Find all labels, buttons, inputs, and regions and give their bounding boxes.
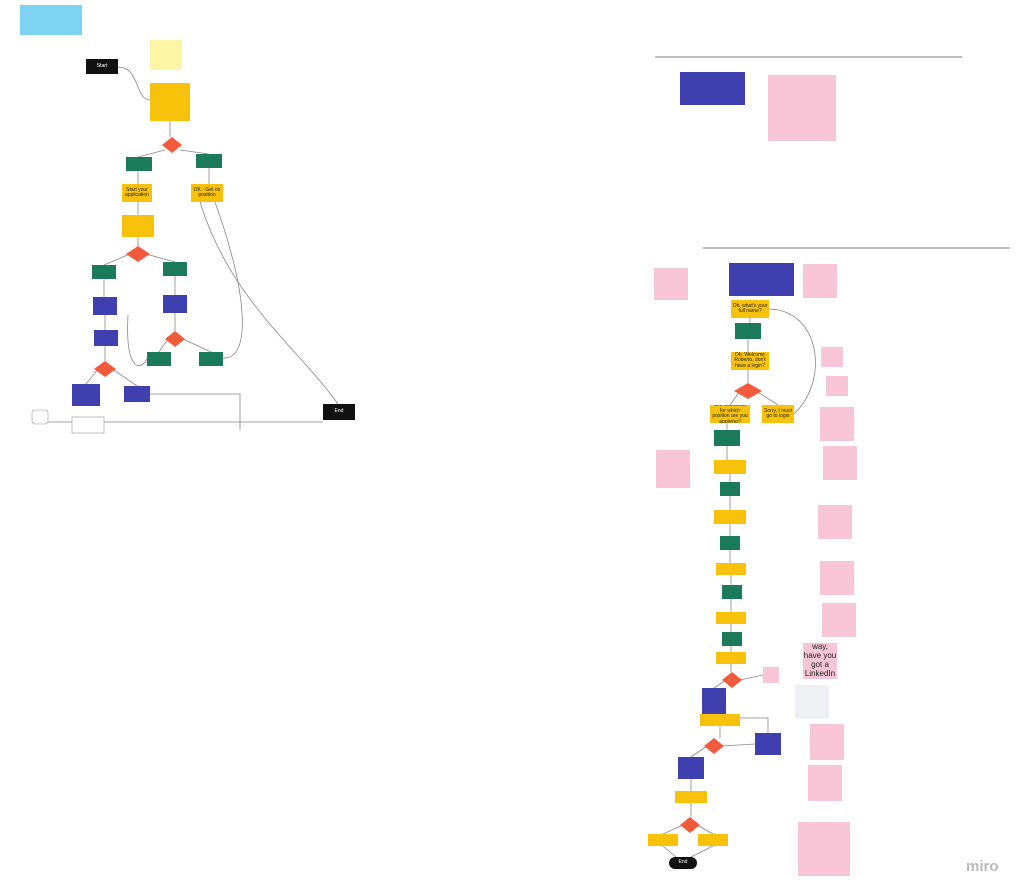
end-node: End: [669, 857, 697, 869]
process-node: Oh, what's your full name?: [731, 300, 769, 318]
brand-logo: miro: [966, 858, 999, 875]
shapes: [20, 5, 857, 876]
process-node: Oh, Welcome, for which position are you …: [710, 405, 750, 423]
process-node: Start your application: [122, 184, 152, 202]
connectors: [40, 56, 1010, 859]
start-node: Start: [86, 59, 118, 74]
end-node: End: [323, 404, 355, 420]
process-node: Sorry, I must go to login: [762, 405, 794, 423]
process-node: OK - Get no position: [191, 184, 223, 202]
process-node: Oh, Welcome Roberto, don't have a login?: [731, 352, 769, 370]
sticky-note: By the way, have you got a LinkedIn acco…: [803, 643, 837, 679]
